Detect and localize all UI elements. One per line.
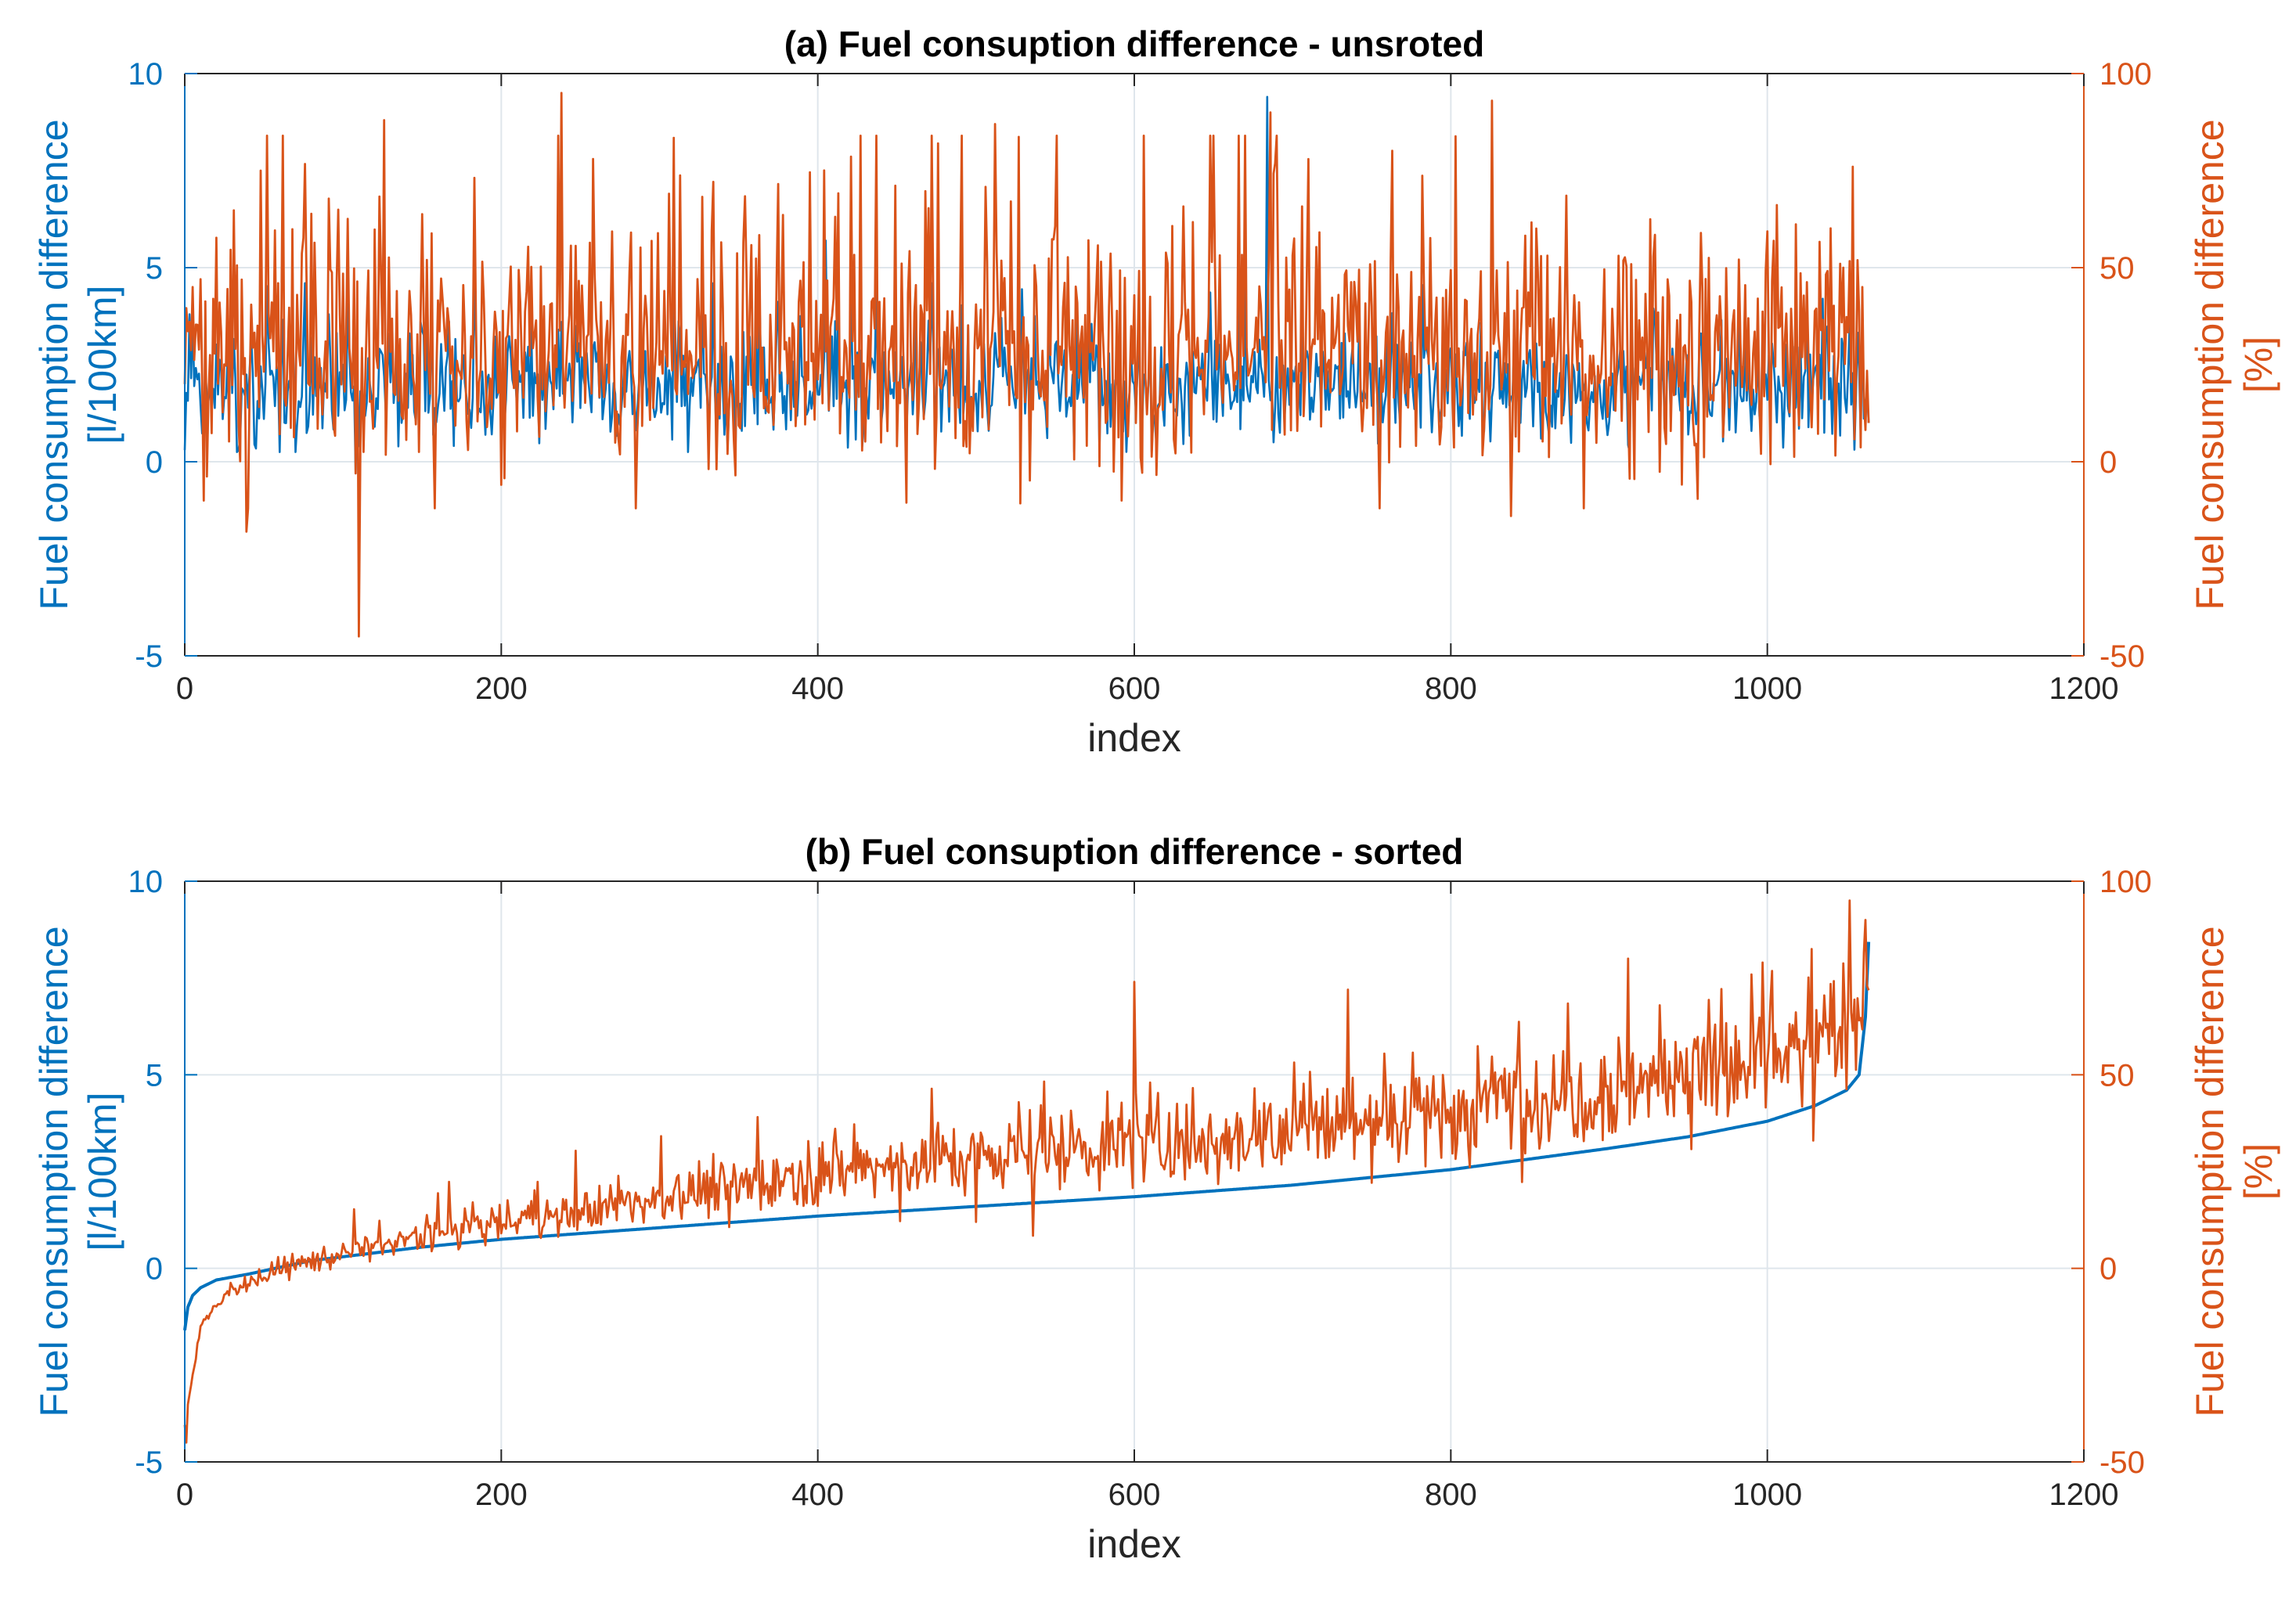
x-tick-label: 200 xyxy=(475,671,528,706)
chart-sorted: 0 200 400 600 800 1000 1200-50510-50050100(b) … xyxy=(32,831,2280,1566)
x-tick-label: 1200 xyxy=(2049,671,2119,706)
y-axis-label-left: Fuel consumption difference [l/100km] xyxy=(32,926,124,1417)
y-axis-label-right: Fuel consumption difference [%] xyxy=(2188,119,2280,610)
x-tick-label: 800 xyxy=(1425,1478,1477,1512)
y-tick-label-right: 0 xyxy=(2100,445,2117,480)
x-tick-label: 600 xyxy=(1108,1478,1161,1512)
x-tick-label: 0 xyxy=(176,671,193,706)
y-axis-label-left-line2: [l/100km] xyxy=(81,286,124,445)
x-tick-label: 1000 xyxy=(1732,671,1802,706)
y-tick-label-left: -5 xyxy=(135,1445,163,1480)
y-tick-label-right: 100 xyxy=(2100,865,2152,899)
series-line-fuel-percent xyxy=(183,899,1870,1444)
y-axis-label-right: Fuel consumption difference [%] xyxy=(2188,926,2280,1417)
y-tick-label-left: 0 xyxy=(146,445,163,480)
y-axis-label-right-line1: Fuel consumption difference xyxy=(2188,119,2232,610)
y-axis-label-right-line2: [%] xyxy=(2237,337,2280,393)
series-line-fuel-lper100km xyxy=(183,95,1870,475)
x-tick-label: 400 xyxy=(791,1478,844,1512)
y-tick-label-left: 0 xyxy=(146,1252,163,1287)
x-tick-label: 0 xyxy=(176,1478,193,1512)
x-axis-label: index xyxy=(1087,1522,1181,1566)
y-tick-label-right: 100 xyxy=(2100,57,2152,92)
y-axis-label-right-line2: [%] xyxy=(2237,1143,2280,1200)
y-tick-label-right: 50 xyxy=(2100,1058,2135,1093)
y-tick-label-right: -50 xyxy=(2100,639,2145,674)
y-tick-label-right: -50 xyxy=(2100,1445,2145,1480)
y-tick-label-left: 5 xyxy=(146,251,163,286)
y-axis-label-left-line1: Fuel consumption difference xyxy=(32,119,76,610)
chart-title: (b) Fuel consuption difference - sorted xyxy=(806,831,1464,872)
y-tick-label-left: 10 xyxy=(128,865,164,899)
y-axis-label-left: Fuel consumption difference [l/100km] xyxy=(32,119,124,610)
y-axis-label-right-line1: Fuel consumption difference xyxy=(2188,926,2232,1417)
x-tick-label: 600 xyxy=(1108,671,1161,706)
x-tick-label: 800 xyxy=(1425,671,1477,706)
chart-unsorted: 0 200 400 600 800 1000 1200-50510-50050100(a) … xyxy=(32,23,2280,760)
y-tick-label-right: 50 xyxy=(2100,251,2135,286)
y-tick-label-left: 10 xyxy=(128,57,164,92)
x-axis-label: index xyxy=(1087,716,1181,760)
x-tick-label: 200 xyxy=(475,1478,528,1512)
y-tick-label-right: 0 xyxy=(2100,1252,2117,1287)
y-axis-label-left-line2: [l/100km] xyxy=(81,1093,124,1251)
x-tick-label: 400 xyxy=(791,671,844,706)
x-tick-label: 1200 xyxy=(2049,1478,2119,1512)
series-line-fuel-lper100km xyxy=(183,941,1871,1331)
x-tick-label: 1000 xyxy=(1732,1478,1802,1512)
y-tick-label-left: -5 xyxy=(135,639,163,674)
series-line-fuel-percent xyxy=(183,92,1870,638)
y-axis-label-left-line1: Fuel consumption difference xyxy=(32,926,76,1417)
chart-title: (a) Fuel consuption difference - unsrote… xyxy=(784,23,1484,64)
y-tick-label-left: 5 xyxy=(146,1058,163,1093)
